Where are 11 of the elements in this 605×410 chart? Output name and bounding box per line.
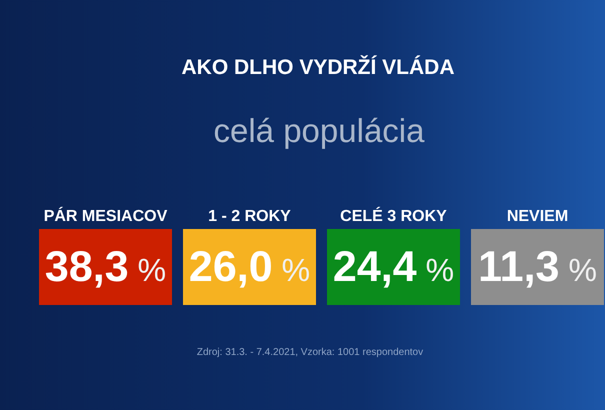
data-label: 11,3 % xyxy=(478,243,597,291)
text: celá populácia xyxy=(214,112,426,149)
category-label: 1 - 2 ROKY xyxy=(208,208,292,225)
category-label: CELÉ 3 ROKY xyxy=(340,206,448,225)
category-label: PÁR MESIACOV xyxy=(44,206,168,225)
data-label: 38,3 % xyxy=(44,243,166,291)
data-label: 26,0 % xyxy=(188,243,310,291)
category-label: NEVIEM xyxy=(506,208,568,225)
data-label: 24,4 % xyxy=(332,243,454,291)
text: Zdroj: 31.3. - 7.4.2021, Vzorka: 1001 respondentov xyxy=(196,347,424,358)
text: AKO DLHO VYDRŽÍ VLÁDA xyxy=(182,55,454,79)
